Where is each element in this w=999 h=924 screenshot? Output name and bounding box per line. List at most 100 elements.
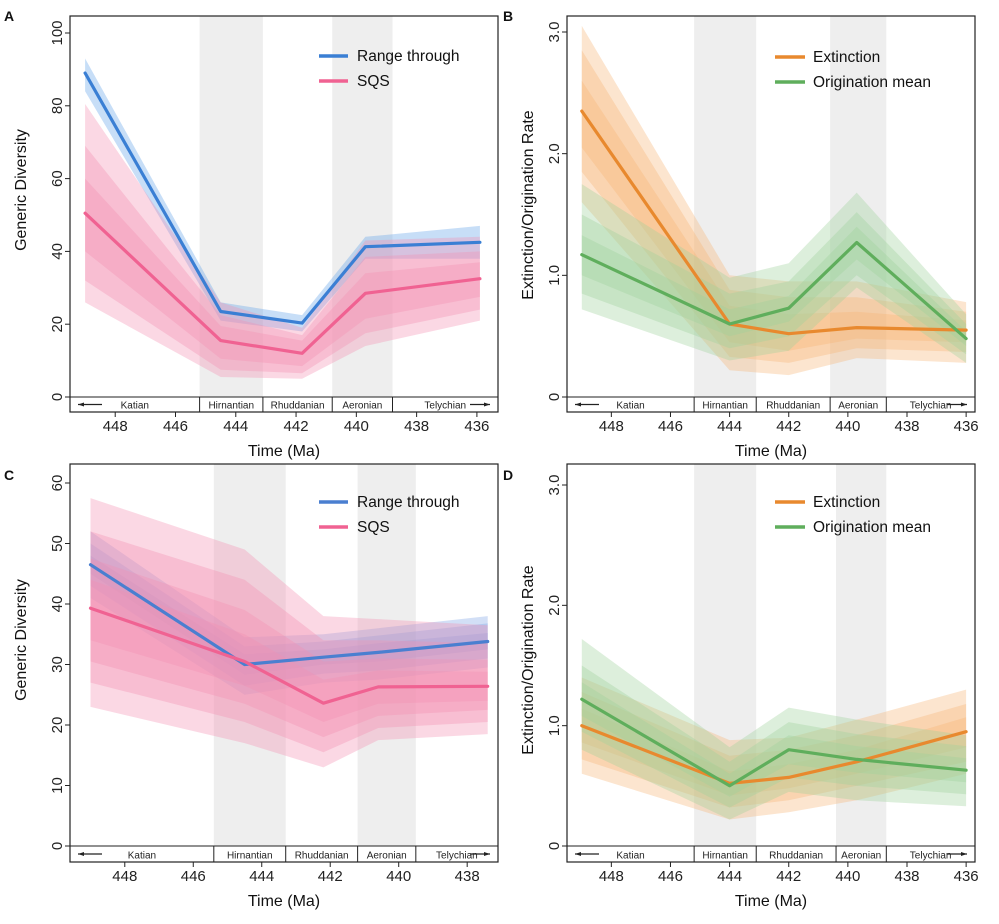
confidence-band <box>581 80 967 351</box>
y-tick-label: 100 <box>49 20 66 45</box>
stage-label: Telychian <box>910 401 952 412</box>
stage-label: Rhuddanian <box>295 851 349 862</box>
y-tick-label: 1.0 <box>546 715 563 736</box>
y-tick-label: 3.0 <box>546 22 563 43</box>
stage-label: Aeronian <box>342 401 382 412</box>
x-tick-label: 448 <box>599 868 624 885</box>
y-tick-label: 1.0 <box>546 265 563 286</box>
confidence-band <box>581 226 967 346</box>
plot-frame <box>566 463 976 863</box>
stage-arrowhead-left <box>78 852 84 856</box>
x-tick-label: 440 <box>835 418 860 435</box>
y-tick-label: 3.0 <box>546 475 563 496</box>
legend-label: Origination mean <box>813 74 931 91</box>
stage-arrowhead-right <box>961 852 967 856</box>
x-tick-label: 442 <box>776 868 801 885</box>
confidence-band <box>85 178 480 367</box>
panel-letter: C <box>4 467 15 483</box>
y-tick-label: 10 <box>49 777 66 794</box>
y-tick-label: 50 <box>49 535 66 552</box>
stage-shade <box>694 16 757 397</box>
stage-arrowhead-left <box>78 402 84 407</box>
stage-label: Katian <box>128 851 156 862</box>
x-tick-label: 440 <box>835 868 860 885</box>
plot-frame <box>566 15 976 413</box>
stage-label: Katian <box>616 851 644 862</box>
x-tick-label: 440 <box>386 868 411 885</box>
confidence-band <box>90 498 488 768</box>
x-tick-label: 442 <box>776 418 801 435</box>
x-tick-label: 446 <box>163 418 188 435</box>
x-tick-label: 436 <box>954 868 979 885</box>
x-tick-label: 438 <box>894 868 919 885</box>
x-tick-label: 438 <box>455 868 480 885</box>
panel-letter: A <box>4 8 15 24</box>
confidence-band <box>581 665 967 808</box>
legend-label: Range through <box>357 48 460 65</box>
x-tick-label: 436 <box>954 418 979 435</box>
stage-shade <box>830 16 887 397</box>
legend-label: Extinction <box>813 49 880 66</box>
stage-label: Aeronian <box>838 401 878 412</box>
panel-letter: D <box>503 467 514 483</box>
stage-arrowhead-left <box>575 852 581 856</box>
stage-label: Rhuddanian <box>766 401 820 412</box>
y-tick-label: 0 <box>49 842 66 850</box>
confidence-band <box>581 677 967 820</box>
stage-label: Aeronian <box>841 851 881 862</box>
x-tick-label: 446 <box>181 868 206 885</box>
stage-label: Rhuddanian <box>769 851 823 862</box>
x-tick-label: 444 <box>717 418 742 435</box>
confidence-band <box>581 692 967 808</box>
legend-label: Extinction <box>813 494 880 511</box>
confidence-band <box>581 184 967 363</box>
stage-label: Aeronian <box>367 851 407 862</box>
legend-label: SQS <box>357 73 390 90</box>
x-axis-label: Time (Ma) <box>735 893 807 910</box>
stage-label: Hirnantian <box>702 401 748 412</box>
confidence-band <box>90 558 488 738</box>
confidence-band <box>581 50 967 363</box>
x-tick-label: 444 <box>223 418 248 435</box>
y-tick-label: 0 <box>546 842 563 850</box>
confidence-band <box>581 682 967 797</box>
stage-label: Hirnantian <box>208 401 254 412</box>
stage-arrowhead-left <box>575 402 581 407</box>
x-tick-label: 444 <box>717 868 742 885</box>
x-tick-label: 436 <box>464 418 489 435</box>
x-axis-label: Time (Ma) <box>248 893 320 910</box>
y-tick-label: 0 <box>546 393 563 401</box>
x-tick-label: 448 <box>112 868 137 885</box>
confidence-band <box>581 25 967 376</box>
y-tick-label: 40 <box>49 243 66 260</box>
x-tick-label: 446 <box>658 868 683 885</box>
x-tick-label: 446 <box>658 418 683 435</box>
y-tick-label: 2.0 <box>546 595 563 616</box>
stage-label: Hirnantian <box>227 851 273 862</box>
x-tick-label: 440 <box>344 418 369 435</box>
stage-arrowhead-right <box>961 402 967 407</box>
x-axis-label: Time (Ma) <box>735 443 807 460</box>
stage-label: Rhuddanian <box>271 401 325 412</box>
stage-label: Telychian <box>424 401 466 412</box>
y-tick-label: 80 <box>49 97 66 114</box>
plot-frame <box>69 463 499 863</box>
confidence-band <box>581 708 967 796</box>
legend-label: Range through <box>357 494 460 511</box>
panel-letter: B <box>503 8 514 24</box>
stage-shade <box>199 16 263 397</box>
y-tick-label: 0 <box>49 393 66 401</box>
confidence-band <box>85 145 480 374</box>
confidence-band <box>581 212 967 355</box>
stage-shade <box>836 464 887 846</box>
x-tick-label: 448 <box>103 418 128 435</box>
x-tick-label: 444 <box>249 868 274 885</box>
y-axis-label: Extinction/Origination Rate <box>520 110 537 300</box>
legend-label: SQS <box>357 519 390 536</box>
stage-label: Telychian <box>436 851 478 862</box>
y-tick-label: 2.0 <box>546 143 563 164</box>
